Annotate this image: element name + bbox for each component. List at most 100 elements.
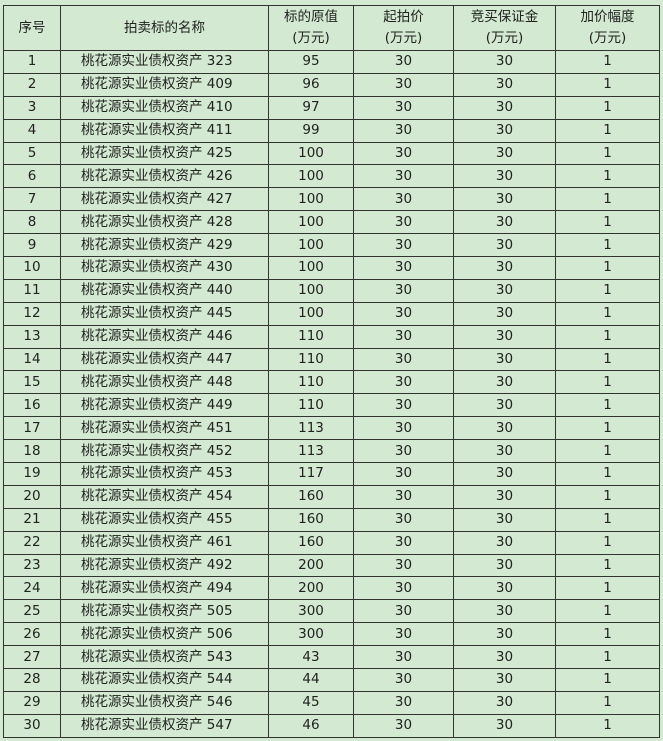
- table-row: 21 桃花源实业债权资产 455 160 30 30 1: [3, 507, 660, 532]
- cell-index: 21: [3, 507, 61, 532]
- cell-starting-price: 30: [353, 95, 454, 120]
- table-row: 14 桃花源实业债权资产 447 110 30 30 1: [3, 347, 660, 372]
- cell-deposit: 30: [453, 439, 556, 464]
- cell-index: 12: [3, 301, 61, 326]
- cell-name: 桃花源实业债权资产 461: [60, 530, 269, 555]
- cell-deposit: 30: [453, 553, 556, 578]
- cell-index: 22: [3, 530, 61, 555]
- header-unit: (万元): [588, 30, 627, 46]
- cell-deposit: 30: [453, 278, 556, 303]
- cell-original-value: 97: [268, 95, 354, 120]
- cell-deposit: 30: [453, 507, 556, 532]
- cell-deposit: 30: [453, 324, 556, 349]
- table-row: 19 桃花源实业债权资产 453 117 30 30 1: [3, 462, 660, 486]
- cell-increment: 1: [555, 645, 660, 670]
- cell-index: 13: [3, 324, 61, 349]
- cell-index: 28: [3, 668, 61, 692]
- cell-deposit: 30: [453, 645, 556, 670]
- header-deposit: 竞买保证金 (万元): [453, 5, 556, 51]
- cell-starting-price: 30: [353, 347, 454, 372]
- cell-name: 桃花源实业债权资产 547: [60, 713, 269, 738]
- cell-name: 桃花源实业债权资产 448: [60, 370, 269, 395]
- cell-name: 桃花源实业债权资产 505: [60, 599, 269, 624]
- cell-deposit: 30: [453, 576, 556, 601]
- cell-name: 桃花源实业债权资产 506: [60, 622, 269, 647]
- cell-name: 桃花源实业债权资产 425: [60, 141, 269, 166]
- cell-deposit: 30: [453, 233, 556, 258]
- cell-starting-price: 30: [353, 50, 454, 74]
- cell-index: 8: [3, 210, 61, 235]
- cell-starting-price: 30: [353, 187, 454, 212]
- cell-starting-price: 30: [353, 416, 454, 441]
- table-row: 1 桃花源实业债权资产 323 95 30 30 1: [3, 50, 660, 74]
- cell-increment: 1: [555, 278, 660, 303]
- cell-increment: 1: [555, 95, 660, 120]
- cell-starting-price: 30: [353, 141, 454, 166]
- cell-starting-price: 30: [353, 210, 454, 235]
- cell-starting-price: 30: [353, 233, 454, 258]
- cell-starting-price: 30: [353, 530, 454, 555]
- header-unit: (万元): [384, 30, 423, 46]
- cell-starting-price: 30: [353, 507, 454, 532]
- cell-original-value: 300: [268, 599, 354, 624]
- cell-name: 桃花源实业债权资产 447: [60, 347, 269, 372]
- cell-deposit: 30: [453, 530, 556, 555]
- cell-name: 桃花源实业债权资产 449: [60, 393, 269, 418]
- cell-index: 16: [3, 393, 61, 418]
- table-row: 8 桃花源实业债权资产 428 100 30 30 1: [3, 210, 660, 235]
- cell-deposit: 30: [453, 668, 556, 692]
- cell-name: 桃花源实业债权资产 430: [60, 256, 269, 280]
- cell-original-value: 113: [268, 416, 354, 441]
- cell-index: 14: [3, 347, 61, 372]
- cell-name: 桃花源实业债权资产 323: [60, 50, 269, 74]
- cell-index: 10: [3, 256, 61, 280]
- table-row: 7 桃花源实业债权资产 427 100 30 30 1: [3, 187, 660, 212]
- cell-increment: 1: [555, 118, 660, 143]
- header-label: 加价幅度: [580, 9, 635, 25]
- cell-name: 桃花源实业债权资产 494: [60, 576, 269, 601]
- table-row: 2 桃花源实业债权资产 409 96 30 30 1: [3, 72, 660, 97]
- table-row: 25 桃花源实业债权资产 505 300 30 30 1: [3, 599, 660, 624]
- table-row: 30 桃花源实业债权资产 547 46 30 30 1: [3, 713, 660, 738]
- cell-deposit: 30: [453, 210, 556, 235]
- auction-items-table: 序号 拍卖标的名称 标的原值 (万元) 起拍价 (万元) 竞买保证金 (万元) 加价幅…: [3, 5, 660, 738]
- cell-increment: 1: [555, 416, 660, 441]
- header-label: 标的原值: [284, 9, 338, 25]
- table-row: 6 桃花源实业债权资产 426 100 30 30 1: [3, 164, 660, 189]
- cell-name: 桃花源实业债权资产 410: [60, 95, 269, 120]
- cell-original-value: 160: [268, 530, 354, 555]
- cell-starting-price: 30: [353, 599, 454, 624]
- cell-starting-price: 30: [353, 462, 454, 486]
- cell-deposit: 30: [453, 50, 556, 74]
- table-row: 22 桃花源实业债权资产 461 160 30 30 1: [3, 530, 660, 555]
- header-unit: (万元): [292, 30, 330, 46]
- cell-starting-price: 30: [353, 439, 454, 464]
- cell-name: 桃花源实业债权资产 492: [60, 553, 269, 578]
- cell-index: 7: [3, 187, 61, 212]
- cell-starting-price: 30: [353, 393, 454, 418]
- cell-increment: 1: [555, 164, 660, 189]
- cell-deposit: 30: [453, 462, 556, 486]
- cell-starting-price: 30: [353, 645, 454, 670]
- cell-starting-price: 30: [353, 301, 454, 326]
- table-row: 24 桃花源实业债权资产 494 200 30 30 1: [3, 576, 660, 601]
- cell-starting-price: 30: [353, 370, 454, 395]
- cell-deposit: 30: [453, 164, 556, 189]
- cell-original-value: 110: [268, 393, 354, 418]
- cell-index: 3: [3, 95, 61, 120]
- header-increment: 加价幅度 (万元): [555, 5, 660, 51]
- cell-original-value: 100: [268, 233, 354, 258]
- header-unit: (万元): [485, 30, 524, 46]
- cell-index: 30: [3, 713, 61, 738]
- table-row: 10 桃花源实业债权资产 430 100 30 30 1: [3, 256, 660, 280]
- cell-name: 桃花源实业债权资产 411: [60, 118, 269, 143]
- cell-index: 26: [3, 622, 61, 647]
- cell-name: 桃花源实业债权资产 453: [60, 462, 269, 486]
- table-row: 15 桃花源实业债权资产 448 110 30 30 1: [3, 370, 660, 395]
- cell-starting-price: 30: [353, 72, 454, 97]
- cell-original-value: 300: [268, 622, 354, 647]
- cell-increment: 1: [555, 507, 660, 532]
- cell-index: 6: [3, 164, 61, 189]
- cell-name: 桃花源实业债权资产 440: [60, 278, 269, 303]
- cell-original-value: 96: [268, 72, 354, 97]
